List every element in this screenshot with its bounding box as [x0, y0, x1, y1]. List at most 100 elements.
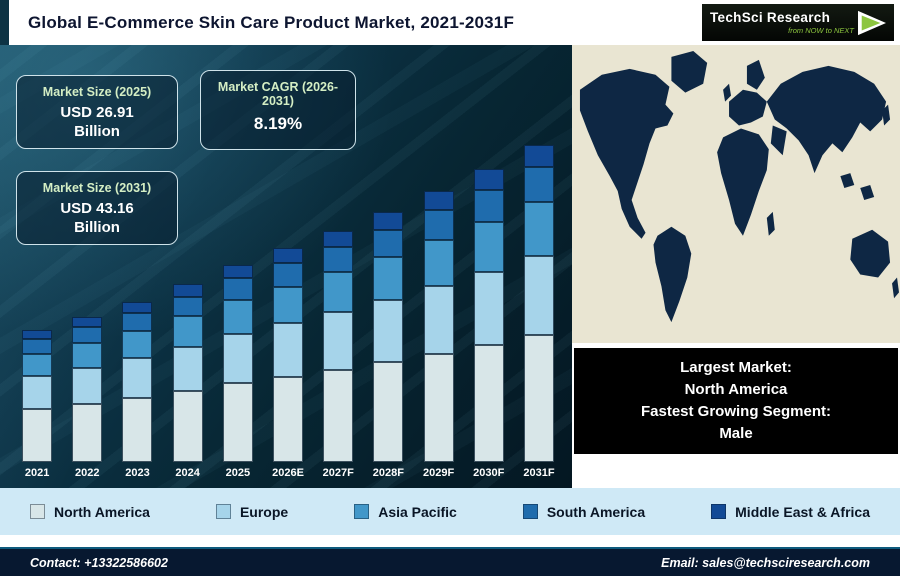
bar-segment-middle-east-africa — [323, 230, 354, 247]
info-box-unit: Billion — [74, 219, 120, 236]
bar-segment-north-america — [273, 376, 304, 462]
caption-line: Male — [719, 425, 753, 442]
bar-segment-europe — [273, 323, 304, 377]
bar-segment-europe — [222, 333, 253, 383]
x-axis-label: 2031F — [523, 467, 555, 479]
bar-segment-middle-east-africa — [373, 212, 404, 230]
x-axis-label: 2028F — [372, 467, 404, 479]
bar-segment-asia-pacific — [72, 342, 103, 368]
bar-segment-north-america — [72, 403, 103, 462]
bar-segment-middle-east-africa — [473, 169, 504, 190]
bar-segment-north-america — [323, 369, 354, 462]
world-map-svg — [572, 45, 900, 343]
bar-segment-europe — [323, 311, 354, 370]
bar-segment-south-america — [72, 326, 103, 343]
bar-segment-asia-pacific — [323, 272, 354, 312]
legend-label: Europe — [239, 503, 289, 520]
bar-column: 2030F — [464, 95, 514, 484]
bar-segment-asia-pacific — [273, 286, 304, 324]
legend-swatch-icon — [522, 504, 538, 519]
legend-label: Asia Pacific — [378, 503, 457, 520]
legend-item: South America — [522, 503, 646, 520]
bar-segment-middle-east-africa — [423, 191, 454, 211]
bar-segment-middle-east-africa — [523, 145, 554, 168]
logo-text: TechSci Research from NOW to NEXT — [710, 10, 854, 35]
logo-name: TechSci Research — [710, 10, 831, 25]
info-box-value: USD 26.91 — [60, 104, 134, 121]
bar-stack — [373, 95, 404, 462]
info-box-title: Market Size (2025) — [42, 85, 152, 99]
bar-segment-middle-east-africa — [72, 316, 103, 327]
bar-segment-europe — [523, 256, 554, 336]
bar-segment-south-america — [273, 263, 304, 287]
bar-segment-middle-east-africa — [122, 302, 153, 314]
info-box-title: Market Size (2031) — [42, 181, 152, 195]
chart-panel: 2021 2022 2023 2024 2025 2026E 2027F 2028F 2029F… — [0, 45, 572, 488]
bar-column: 2026E — [263, 95, 313, 484]
bar-segment-north-america — [172, 390, 203, 462]
x-axis-label: 2022 — [75, 467, 100, 479]
legend-item: Europe — [215, 503, 289, 520]
market-size-2031-box: Market Size (2031) USD 43.16 Billion — [16, 171, 178, 245]
bar-column: 2022 — [62, 95, 112, 484]
bar-segment-south-america — [373, 229, 404, 257]
market-size-2025-box: Market Size (2025) USD 26.91 Billion — [16, 75, 178, 149]
bar-segment-south-america — [423, 210, 454, 241]
legend-swatch-icon — [215, 504, 231, 519]
info-box-title: Market CAGR (2026-2031) — [217, 80, 339, 108]
legend-item: Middle East & Africa — [711, 504, 870, 520]
x-axis-label: 2030F — [473, 467, 505, 479]
bar-segment-europe — [22, 376, 53, 410]
bar-segment-north-america — [523, 335, 554, 462]
legend-label: Middle East & Africa — [735, 503, 870, 520]
bar-stack — [523, 95, 554, 462]
bar-segment-north-america — [423, 353, 454, 462]
x-axis-label: 2027F — [322, 467, 354, 479]
bar-segment-asia-pacific — [523, 202, 554, 257]
bar-stack — [273, 95, 304, 462]
largest-market-caption: Largest Market: North America Fastest Gr… — [574, 348, 898, 454]
legend-swatch-icon — [711, 504, 727, 519]
bar-column: 2024 — [163, 95, 213, 484]
logo-tagline: from NOW to NEXT — [788, 26, 854, 35]
caption-line: North America — [684, 381, 788, 398]
x-axis-label: 2024 — [175, 467, 200, 479]
header-accent — [0, 0, 9, 45]
bar-segment-south-america — [523, 167, 554, 203]
bar-segment-europe — [172, 346, 203, 391]
bar-stack — [222, 95, 253, 462]
bar-segment-middle-east-africa — [273, 248, 304, 264]
bar-segment-north-america — [473, 344, 504, 462]
page-title: Global E-Commerce Skin Care Product Mark… — [28, 13, 515, 32]
logo-arrow-icon — [858, 10, 886, 35]
legend-item: Asia Pacific — [354, 504, 457, 520]
bar-segment-asia-pacific — [423, 240, 454, 287]
bar-stack — [22, 95, 53, 462]
bar-chart: 2021 2022 2023 2024 2025 2026E 2027F 2028F 2029F… — [12, 95, 564, 484]
header: Global E-Commerce Skin Care Product Mark… — [0, 0, 900, 45]
bar-segment-north-america — [22, 409, 53, 462]
legend-swatch-icon — [354, 504, 370, 519]
bar-stack — [323, 95, 354, 462]
bar-segment-europe — [423, 286, 454, 354]
bar-column: 2025 — [213, 95, 263, 484]
bar-stack — [473, 95, 504, 462]
caption-line: Largest Market: — [680, 359, 792, 376]
bar-stack — [122, 95, 153, 462]
bar-segment-asia-pacific — [22, 353, 53, 377]
bar-column: 2021 — [12, 95, 62, 484]
legend-label: South America — [546, 503, 646, 520]
legend-label: North America — [54, 503, 150, 520]
footer-contact: Contact: +13322586602 — [30, 555, 168, 570]
bar-segment-south-america — [22, 339, 53, 354]
info-box-value: 8.19% — [253, 114, 303, 133]
bar-segment-south-america — [473, 189, 504, 222]
bar-segment-north-america — [222, 383, 253, 462]
x-axis-label: 2023 — [125, 467, 150, 479]
bar-stack — [423, 95, 454, 462]
bar-column: 2029F — [414, 95, 464, 484]
legend-swatch-icon — [30, 504, 45, 519]
legend: North America Europe Asia Pacific South Ame… — [0, 488, 900, 535]
bar-segment-south-america — [122, 313, 153, 331]
